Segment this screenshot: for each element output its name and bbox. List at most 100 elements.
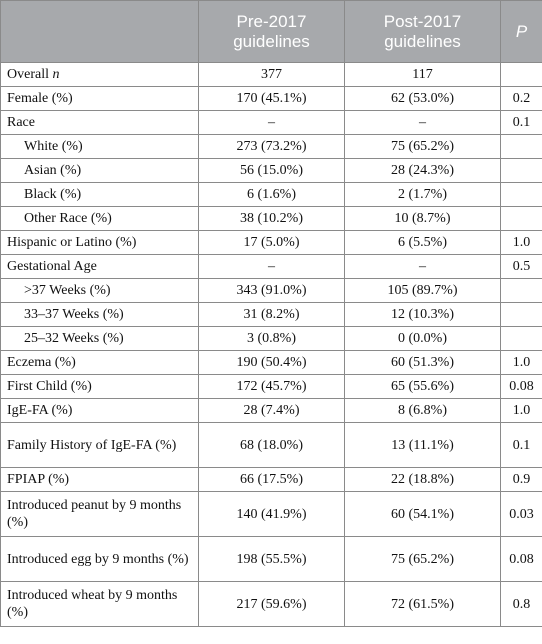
post-value: – xyxy=(344,254,501,279)
row-label: Gestational Age xyxy=(0,254,199,279)
p-value: 0.1 xyxy=(500,110,542,135)
table-row: Asian (%) 56 (15.0%) 28 (24.3%) xyxy=(0,158,542,183)
post-value: 65 (55.6%) xyxy=(344,374,501,399)
row-label: Introduced peanut by 9 months (%) xyxy=(0,491,199,537)
table-row: Female (%) 170 (45.1%) 62 (53.0%) 0.2 xyxy=(0,86,542,111)
p-value: 1.0 xyxy=(500,350,542,375)
row-label: Introduced wheat by 9 months (%) xyxy=(0,581,199,627)
table-row: First Child (%) 172 (45.7%) 65 (55.6%) 0… xyxy=(0,374,542,399)
header-post-2017: Post-2017 guidelines xyxy=(344,0,501,63)
row-label: White (%) xyxy=(0,134,199,159)
row-label: FPIAP (%) xyxy=(0,467,199,492)
pre-value: 170 (45.1%) xyxy=(198,86,345,111)
p-value: 0.5 xyxy=(500,254,542,279)
table-body: Overall n 377 117 Female (%) 170 (45.1%)… xyxy=(0,62,542,627)
header-pre-2017: Pre-2017 guidelines xyxy=(198,0,345,63)
p-value xyxy=(500,206,542,231)
table-row: Introduced egg by 9 months (%) 198 (55.5… xyxy=(0,536,542,582)
p-value: 0.08 xyxy=(500,374,542,399)
pre-value: 172 (45.7%) xyxy=(198,374,345,399)
post-value: 22 (18.8%) xyxy=(344,467,501,492)
table-row: Black (%) 6 (1.6%) 2 (1.7%) xyxy=(0,182,542,207)
row-label: 33–37 Weeks (%) xyxy=(0,302,199,327)
table-row: Hispanic or Latino (%) 17 (5.0%) 6 (5.5%… xyxy=(0,230,542,255)
pre-value: 6 (1.6%) xyxy=(198,182,345,207)
row-label: Asian (%) xyxy=(0,158,199,183)
p-value xyxy=(500,134,542,159)
post-value: 72 (61.5%) xyxy=(344,581,501,627)
table-row: Introduced wheat by 9 months (%) 217 (59… xyxy=(0,581,542,627)
post-value: 62 (53.0%) xyxy=(344,86,501,111)
pre-value: 217 (59.6%) xyxy=(198,581,345,627)
post-value: 0 (0.0%) xyxy=(344,326,501,351)
pre-value: 273 (73.2%) xyxy=(198,134,345,159)
row-label: Female (%) xyxy=(0,86,199,111)
post-value: – xyxy=(344,110,501,135)
p-value xyxy=(500,182,542,207)
pre-value: 66 (17.5%) xyxy=(198,467,345,492)
post-value: 8 (6.8%) xyxy=(344,398,501,423)
row-label: Hispanic or Latino (%) xyxy=(0,230,199,255)
post-value: 2 (1.7%) xyxy=(344,182,501,207)
header-variable xyxy=(0,0,199,63)
header-p-value: P xyxy=(500,0,542,63)
row-label: Overall n xyxy=(0,62,199,87)
table-row: IgE-FA (%) 28 (7.4%) 8 (6.8%) 1.0 xyxy=(0,398,542,423)
pre-value: 28 (7.4%) xyxy=(198,398,345,423)
pre-value: 377 xyxy=(198,62,345,87)
table-row: 25–32 Weeks (%) 3 (0.8%) 0 (0.0%) xyxy=(0,326,542,351)
table-row: Eczema (%) 190 (50.4%) 60 (51.3%) 1.0 xyxy=(0,350,542,375)
post-value: 12 (10.3%) xyxy=(344,302,501,327)
p-value: 0.03 xyxy=(500,491,542,537)
p-value xyxy=(500,62,542,87)
p-value xyxy=(500,158,542,183)
p-value: 0.9 xyxy=(500,467,542,492)
table-row: Introduced peanut by 9 months (%) 140 (4… xyxy=(0,491,542,537)
post-value: 105 (89.7%) xyxy=(344,278,501,303)
post-value: 60 (51.3%) xyxy=(344,350,501,375)
p-value: 1.0 xyxy=(500,398,542,423)
post-value: 75 (65.2%) xyxy=(344,134,501,159)
pre-value: 68 (18.0%) xyxy=(198,422,345,468)
pre-value: 190 (50.4%) xyxy=(198,350,345,375)
pre-value: 343 (91.0%) xyxy=(198,278,345,303)
p-value xyxy=(500,326,542,351)
table-row: FPIAP (%) 66 (17.5%) 22 (18.8%) 0.9 xyxy=(0,467,542,492)
p-value: 1.0 xyxy=(500,230,542,255)
n-symbol: n xyxy=(52,67,60,82)
table-row: >37 Weeks (%) 343 (91.0%) 105 (89.7%) xyxy=(0,278,542,303)
post-value: 60 (54.1%) xyxy=(344,491,501,537)
p-value xyxy=(500,278,542,303)
pre-value: – xyxy=(198,254,345,279)
post-value: 28 (24.3%) xyxy=(344,158,501,183)
row-label: Eczema (%) xyxy=(0,350,199,375)
row-label: IgE-FA (%) xyxy=(0,398,199,423)
table-row: White (%) 273 (73.2%) 75 (65.2%) xyxy=(0,134,542,159)
row-label: Other Race (%) xyxy=(0,206,199,231)
pre-value: 140 (41.9%) xyxy=(198,491,345,537)
table-header: Pre-2017 guidelines Post-2017 guidelines… xyxy=(0,0,542,63)
p-value: 0.8 xyxy=(500,581,542,627)
header-row: Pre-2017 guidelines Post-2017 guidelines… xyxy=(0,0,542,63)
row-label: First Child (%) xyxy=(0,374,199,399)
pre-value: 3 (0.8%) xyxy=(198,326,345,351)
table-row: Other Race (%) 38 (10.2%) 10 (8.7%) xyxy=(0,206,542,231)
row-label: Introduced egg by 9 months (%) xyxy=(0,536,199,582)
p-value: 0.1 xyxy=(500,422,542,468)
table-row: Race – – 0.1 xyxy=(0,110,542,135)
post-value: 117 xyxy=(344,62,501,87)
comparison-table: Pre-2017 guidelines Post-2017 guidelines… xyxy=(0,0,542,627)
table-row: Family History of IgE-FA (%) 68 (18.0%) … xyxy=(0,422,542,468)
row-label: Family History of IgE-FA (%) xyxy=(0,422,199,468)
pre-value: 198 (55.5%) xyxy=(198,536,345,582)
table-row: Overall n 377 117 xyxy=(0,62,542,87)
pre-value: 38 (10.2%) xyxy=(198,206,345,231)
table-row: 33–37 Weeks (%) 31 (8.2%) 12 (10.3%) xyxy=(0,302,542,327)
row-label: >37 Weeks (%) xyxy=(0,278,199,303)
pre-value: – xyxy=(198,110,345,135)
row-label: Race xyxy=(0,110,199,135)
row-label: 25–32 Weeks (%) xyxy=(0,326,199,351)
p-value: 0.08 xyxy=(500,536,542,582)
p-value: 0.2 xyxy=(500,86,542,111)
post-value: 10 (8.7%) xyxy=(344,206,501,231)
